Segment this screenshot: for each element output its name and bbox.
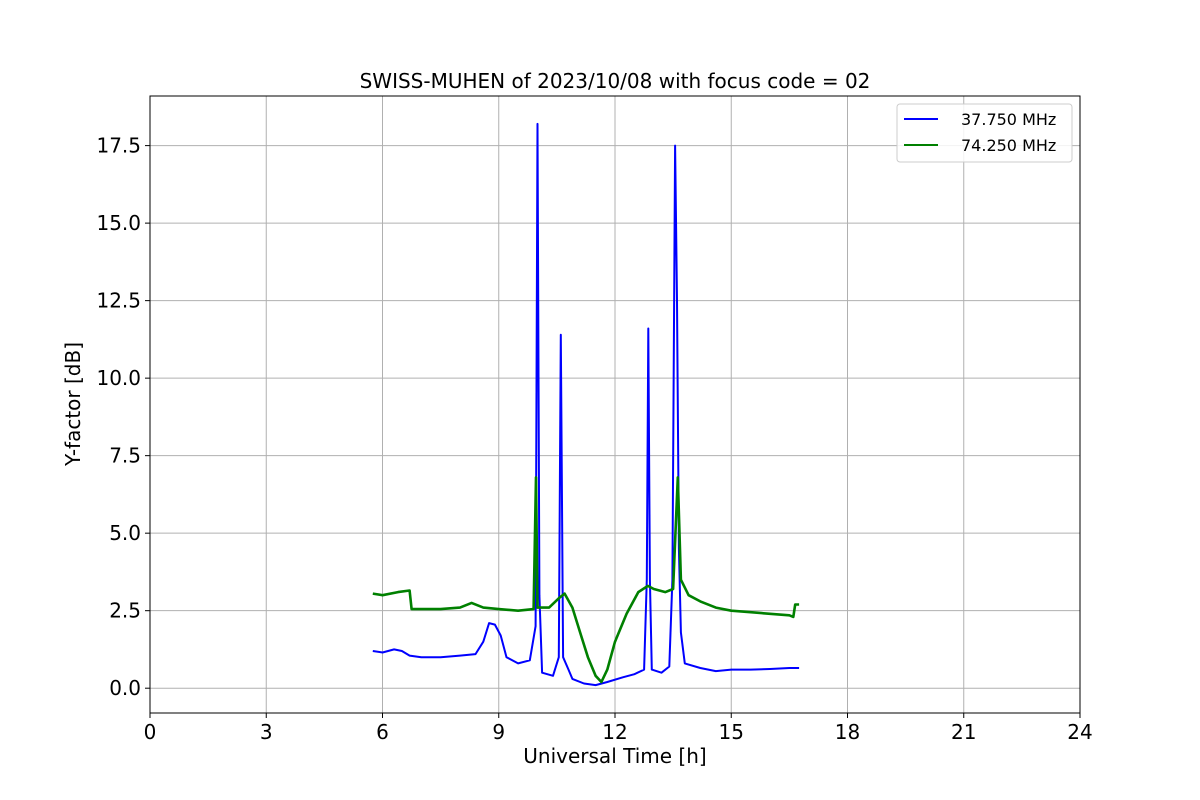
x-tick-label: 6 — [376, 720, 389, 744]
series-line-1 — [372, 122, 800, 687]
x-axis-label: Universal Time [h] — [523, 744, 706, 768]
x-tick-label: 21 — [951, 720, 976, 744]
x-tick-label: 24 — [1067, 720, 1092, 744]
y-tick-label: 10.0 — [96, 366, 141, 390]
series-lines — [372, 122, 800, 687]
y-tick-label: 5.0 — [109, 521, 141, 545]
legend-label-2: 74.250 MHz — [961, 136, 1056, 155]
x-tick-label: 0 — [144, 720, 157, 744]
legend-label-1: 37.750 MHz — [961, 110, 1056, 129]
x-axis-ticks: 0 3 6 9 12 15 18 21 24 — [144, 713, 1093, 744]
x-tick-label: 12 — [602, 720, 627, 744]
x-tick-label: 3 — [260, 720, 273, 744]
grid-lines — [149, 96, 1081, 713]
x-tick-label: 18 — [835, 720, 860, 744]
y-tick-label: 2.5 — [109, 599, 141, 623]
y-tick-label: 17.5 — [96, 134, 141, 158]
y-tick-label: 0.0 — [109, 676, 141, 700]
legend-box — [896, 103, 1073, 163]
y-axis-ticks: 0.0 2.5 5.0 7.5 10.0 12.5 15.0 17.5 — [96, 134, 150, 700]
legend: 37.750 MHz 74.250 MHz — [896, 103, 1073, 163]
y-tick-label: 15.0 — [96, 211, 141, 235]
series-line-2 — [372, 476, 800, 684]
y-tick-label: 12.5 — [96, 289, 141, 313]
x-tick-label: 15 — [719, 720, 744, 744]
chart-title: SWISS-MUHEN of 2023/10/08 with focus cod… — [360, 69, 871, 93]
y-tick-label: 7.5 — [109, 444, 141, 468]
x-tick-label: 9 — [492, 720, 505, 744]
y-axis-label: Y-factor [dB] — [61, 342, 85, 467]
